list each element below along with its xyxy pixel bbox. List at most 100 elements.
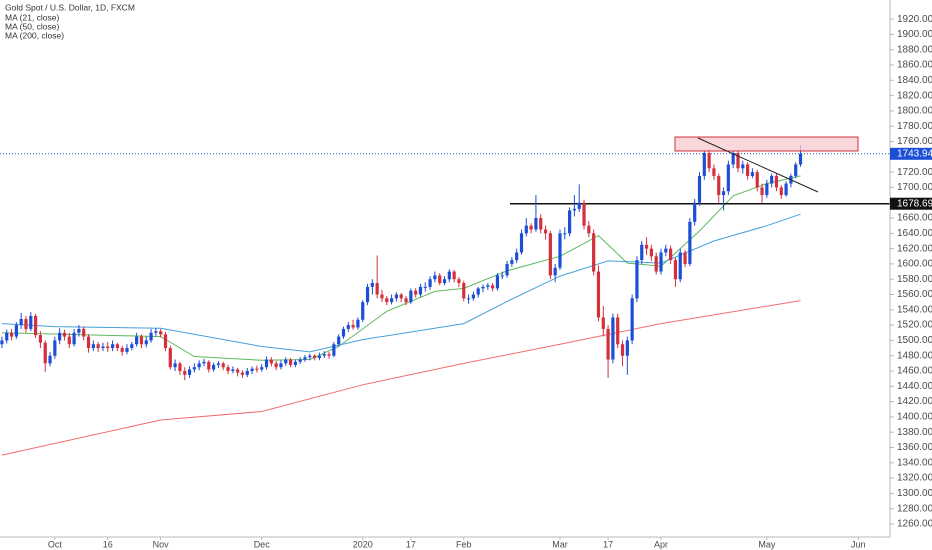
candle-body: [625, 340, 629, 356]
candle-body: [760, 187, 764, 196]
candle-body: [351, 325, 355, 328]
candle-body: [712, 168, 716, 176]
y-tick-label: 1900.00: [897, 29, 932, 40]
y-tick-label: 1320.00: [897, 473, 932, 484]
candle-body: [365, 286, 370, 303]
candle-body: [644, 244, 649, 249]
candle-body: [250, 368, 254, 372]
candle-body: [750, 172, 755, 176]
candle-body: [693, 202, 697, 222]
y-tick-label: 1860.00: [897, 60, 932, 71]
candle-body: [736, 152, 740, 169]
candle-body: [462, 283, 466, 299]
candle-body: [110, 344, 115, 349]
candle-body: [543, 229, 548, 234]
y-tick-label: 1540.00: [897, 304, 932, 315]
candle-body: [0, 340, 4, 345]
candle-body: [707, 152, 711, 169]
candle-body: [640, 244, 644, 261]
y-tick-label: 1580.00: [897, 274, 932, 285]
candle-body: [688, 221, 692, 264]
candle-body: [72, 332, 76, 345]
candle-body: [298, 359, 302, 362]
x-tick-label: 16: [103, 539, 113, 549]
candle-body: [29, 315, 33, 329]
candle-body: [519, 233, 524, 253]
y-tick-label: 1880.00: [897, 44, 932, 55]
x-tick-label: 2020: [353, 539, 373, 549]
candle-body: [500, 275, 504, 277]
candle-body: [279, 363, 283, 368]
candle-body: [616, 317, 620, 345]
candle-body: [260, 367, 264, 370]
candle-body: [163, 334, 168, 349]
candle-body: [659, 252, 663, 272]
y-tick-label: 1300.00: [897, 488, 932, 499]
y-tick-label: 1780.00: [897, 121, 932, 132]
candle-body: [765, 183, 769, 196]
y-tick-label: 1500.00: [897, 335, 932, 346]
candle-body: [101, 346, 105, 349]
candle-body: [755, 172, 759, 188]
candle-body: [669, 248, 673, 261]
candle-body: [24, 318, 28, 329]
candle-body: [231, 369, 235, 372]
candle-body: [385, 298, 389, 303]
candle-body: [630, 298, 634, 341]
candle-body: [539, 218, 543, 230]
candle-body: [515, 252, 519, 261]
y-tick-label: 1460.00: [897, 366, 932, 377]
candle-body: [486, 285, 490, 287]
y-tick-label: 1700.00: [897, 182, 932, 193]
y-tick-label: 1340.00: [897, 457, 932, 468]
candle-body: [48, 355, 52, 364]
candle-body: [673, 260, 678, 280]
level-price-box: [890, 197, 932, 210]
candle-body: [442, 279, 447, 284]
candle-body: [794, 164, 798, 176]
candle-body: [322, 354, 326, 356]
candle-body: [5, 332, 9, 341]
candle-body: [394, 294, 399, 299]
candle-body: [414, 290, 418, 295]
candle-body: [702, 152, 706, 176]
moving-average-line: [1, 300, 801, 456]
candle-body: [635, 260, 639, 299]
moving-average-line: [1, 175, 801, 361]
candle-body: [577, 202, 581, 209]
x-tick-label: Feb: [456, 539, 472, 549]
x-tick-label: Apr: [654, 539, 668, 549]
candle-body: [168, 348, 172, 368]
y-tick-label: 1920.00: [897, 14, 932, 25]
candle-body: [664, 248, 668, 253]
candle-body: [683, 252, 687, 264]
candle-body: [505, 263, 509, 276]
candle-body: [43, 342, 47, 364]
x-tick-label: 17: [406, 539, 416, 549]
candle-body: [438, 275, 442, 284]
candle-body: [620, 344, 625, 356]
candle-body: [798, 153, 803, 165]
candle-body: [293, 361, 297, 365]
candle-body: [154, 331, 158, 333]
legend-entry: MA (50, close): [5, 21, 59, 31]
x-tick-label: Oct: [48, 539, 63, 549]
y-tick-label: 1660.00: [897, 213, 932, 224]
y-tick-label: 1360.00: [897, 442, 932, 453]
y-tick-label: 1620.00: [897, 243, 932, 254]
candle-body: [159, 331, 163, 335]
candle-body: [466, 298, 471, 300]
y-tick-label: 1440.00: [897, 381, 932, 392]
candle-body: [332, 344, 336, 356]
candle-body: [774, 175, 779, 188]
candle-body: [563, 233, 567, 235]
candle-body: [433, 275, 437, 280]
candle-body: [192, 367, 196, 370]
candle-body: [125, 348, 129, 352]
candle-body: [236, 369, 240, 373]
candle-body: [548, 233, 552, 276]
candle-body: [447, 271, 451, 280]
candle-body: [274, 363, 278, 368]
candle-body: [390, 298, 394, 303]
